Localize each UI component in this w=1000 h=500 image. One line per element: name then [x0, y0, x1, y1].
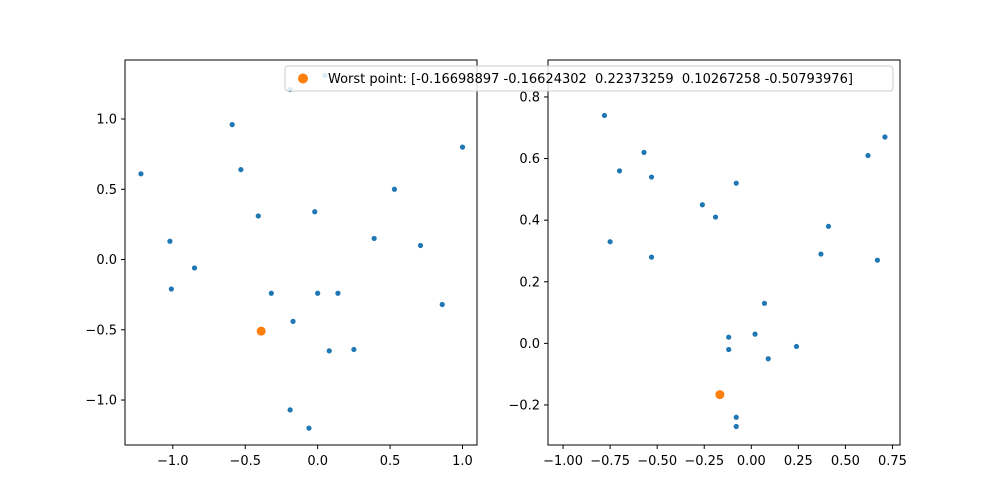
data-point [351, 346, 357, 353]
data-point [874, 257, 881, 263]
x-tick-label: 1.0 [452, 454, 473, 469]
data-point [726, 334, 732, 340]
y-tick-label: 0.4 [519, 214, 540, 229]
data-point [616, 168, 623, 174]
data-point [167, 238, 173, 244]
x-tick-label: −1.00 [543, 454, 583, 469]
data-point [287, 407, 293, 413]
x-tick-label: −1.0 [157, 454, 189, 469]
data-point [641, 149, 647, 155]
y-tick-label: 0.0 [519, 337, 540, 352]
data-point [290, 318, 296, 324]
data-point [882, 134, 888, 140]
worst-point-marker [715, 390, 725, 400]
data-point [229, 122, 235, 128]
data-point [138, 171, 144, 177]
y-tick-label: −1.0 [85, 394, 117, 409]
data-point [733, 180, 739, 186]
data-point [326, 348, 332, 354]
x-tick-label: 0.75 [878, 454, 907, 469]
legend-worst-point-marker [298, 73, 308, 84]
y-tick-label: 0.6 [519, 152, 540, 167]
x-tick-label: −0.5 [229, 454, 261, 469]
right-scatter-axes: −1.00 −0.75 −0.50 −0.25 0.00 0.25 0.50 0.75 −0.2… [508, 59, 907, 469]
y-tick-label: 1.0 [96, 113, 117, 128]
data-point [191, 265, 198, 271]
data-point [601, 112, 608, 119]
data-point [168, 286, 174, 292]
x-tick-label: 0.25 [784, 454, 813, 469]
legend-label: Worst point: [-0.16698897 -0.16624302 0.… [328, 72, 853, 87]
data-point [648, 174, 655, 180]
data-point [335, 290, 341, 296]
data-point [699, 202, 705, 208]
data-point [648, 254, 655, 260]
x-tick-label: −0.25 [684, 454, 724, 469]
data-point [752, 331, 758, 337]
data-point [865, 152, 871, 159]
data-point [459, 144, 466, 150]
x-tick-label: −0.75 [590, 454, 630, 469]
data-point [733, 423, 739, 430]
data-point [306, 425, 312, 431]
data-point [439, 301, 445, 308]
x-tick-label: 0.50 [831, 454, 860, 469]
data-point [793, 343, 800, 350]
data-point [607, 239, 613, 245]
y-tick-label: −0.2 [508, 398, 540, 413]
x-tick-label: 0.0 [307, 454, 328, 469]
data-point [268, 290, 274, 296]
data-point [712, 214, 719, 220]
data-point [312, 209, 318, 215]
worst-point-marker [256, 326, 266, 336]
data-point [761, 300, 768, 306]
data-point [417, 242, 424, 249]
x-tick-label: 0.5 [380, 454, 401, 469]
y-tick-label: 0.8 [519, 90, 540, 105]
y-tick-label: 0.5 [96, 183, 117, 198]
data-point [825, 223, 832, 229]
y-tick-label: 0.0 [96, 253, 117, 268]
data-point [818, 251, 824, 257]
axes-frame [124, 59, 478, 446]
legend: Worst point: [-0.16698897 -0.16624302 0.… [284, 65, 894, 92]
data-point [391, 186, 398, 192]
x-tick-label: −0.50 [637, 454, 677, 469]
y-tick-label: −0.5 [85, 323, 117, 338]
legend-box [284, 65, 894, 92]
data-point [371, 235, 377, 242]
data-point [726, 346, 732, 353]
data-point [733, 414, 739, 420]
x-tick-label: 0.00 [737, 454, 766, 469]
data-point [238, 166, 244, 173]
data-point [765, 356, 771, 362]
y-tick-label: 0.2 [519, 275, 540, 290]
data-point [255, 213, 261, 219]
left-scatter-axes: −1.0 −0.5 0.0 0.5 1.0 −1.0 −0.5 0.0 0.5 1.0 [85, 59, 478, 469]
data-point [315, 290, 321, 296]
axes-frame [547, 59, 901, 446]
